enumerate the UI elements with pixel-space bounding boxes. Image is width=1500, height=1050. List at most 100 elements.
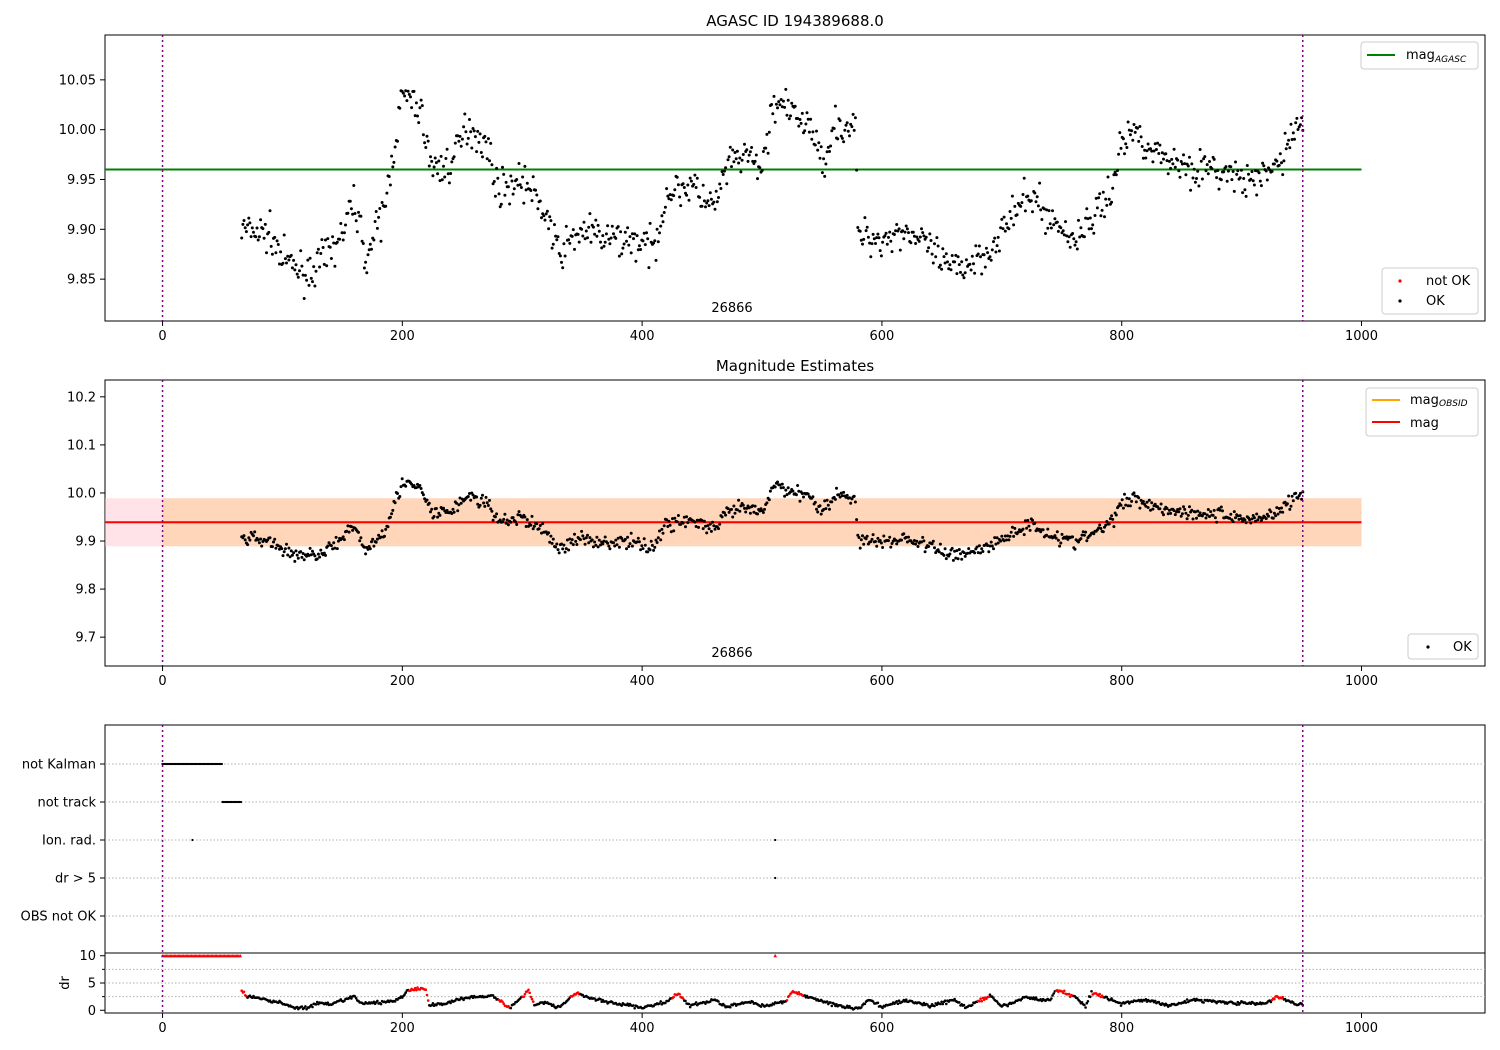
data-point-ok: [995, 244, 999, 248]
data-point-ok: [996, 541, 1000, 545]
data-point-ok: [1047, 209, 1051, 213]
data-point-ok: [1277, 507, 1281, 510]
data-point-ok: [1001, 227, 1005, 231]
data-point-ok: [1296, 128, 1300, 131]
data-point-ok: [1081, 530, 1085, 534]
data-point-ok: [288, 555, 292, 559]
data-point-ok: [430, 507, 434, 511]
data-point-ok: [861, 534, 864, 538]
data-point-ok: [502, 517, 506, 521]
data-point-ok: [942, 553, 946, 557]
data-point-ok: [927, 545, 931, 548]
data-point-ok: [403, 94, 407, 98]
data-point-ok: [800, 492, 804, 495]
data-point-ok: [1264, 169, 1268, 173]
data-point-ok: [375, 537, 379, 541]
flag-category-label: dr > 5: [55, 872, 96, 887]
data-point-ok: [819, 512, 823, 516]
data-point-ok: [730, 165, 733, 169]
data-point-ok: [951, 558, 955, 562]
data-point-ok: [530, 199, 534, 203]
data-point-ok: [682, 186, 686, 189]
data-point-ok: [341, 535, 345, 539]
data-point-ok: [962, 551, 966, 555]
x-tick-label: 400: [630, 674, 655, 689]
data-point-ok: [936, 244, 940, 248]
data-point-ok: [1128, 133, 1132, 137]
data-point-ok: [431, 174, 435, 178]
data-point-ok: [798, 499, 802, 503]
x-tick-label: 600: [870, 329, 895, 344]
dr-point-ok: [962, 1003, 966, 1007]
data-point-ok: [1084, 216, 1088, 220]
data-point-ok: [469, 130, 473, 134]
data-point-ok: [1219, 178, 1223, 182]
data-point-ok: [570, 234, 574, 238]
data-point-ok: [328, 245, 332, 249]
data-point-ok: [878, 539, 882, 542]
data-point-ok: [889, 545, 893, 549]
data-point-ok: [1090, 227, 1093, 231]
data-point-ok: [839, 134, 843, 138]
data-point-ok: [773, 485, 777, 489]
data-point-ok: [1121, 137, 1125, 141]
data-point-ok: [966, 551, 970, 555]
data-point-ok: [731, 515, 735, 519]
data-point-ok: [881, 546, 885, 549]
data-point-ok: [791, 489, 795, 493]
data-point-ok: [625, 239, 628, 243]
data-point-ok: [1211, 513, 1215, 517]
data-point-ok: [959, 270, 962, 274]
data-point-ok: [828, 150, 831, 153]
data-point-ok: [956, 557, 960, 561]
data-point-ok: [856, 533, 860, 537]
dr-point-ok: [881, 1006, 884, 1010]
data-point-ok: [706, 199, 710, 203]
data-point-ok: [718, 182, 722, 186]
data-point-ok: [890, 250, 894, 254]
data-point-ok: [1151, 507, 1155, 511]
data-point-ok: [501, 165, 504, 169]
data-point-ok: [1079, 226, 1083, 230]
data-point-ok: [301, 552, 305, 555]
data-point-ok: [345, 529, 349, 533]
data-point-ok: [1208, 515, 1211, 519]
data-point-ok: [992, 240, 995, 244]
data-point-ok: [563, 550, 567, 554]
data-point-ok: [1251, 514, 1255, 517]
data-point-ok: [739, 504, 743, 508]
data-point-ok: [720, 515, 724, 519]
data-point-ok: [1184, 173, 1188, 177]
data-point-ok: [999, 539, 1003, 543]
data-point-ok: [1198, 148, 1202, 151]
data-point-ok: [957, 548, 961, 551]
data-point-ok: [429, 155, 432, 159]
data-point-ok: [261, 227, 265, 231]
data-point-ok: [595, 234, 599, 238]
data-point-ok: [368, 547, 372, 551]
data-point-ok: [969, 268, 973, 272]
data-point-ok: [768, 489, 772, 493]
data-point-ok: [1189, 188, 1193, 192]
data-point-ok: [1186, 513, 1190, 517]
data-point-ok: [776, 480, 779, 484]
data-point-ok: [1150, 149, 1154, 153]
data-point-ok: [375, 226, 379, 230]
data-point-ok: [1133, 494, 1137, 498]
data-point-ok: [1106, 175, 1110, 179]
data-point-ok: [512, 187, 516, 191]
data-point-ok: [1085, 539, 1089, 543]
data-point-ok: [490, 509, 494, 513]
data-point-ok: [1092, 532, 1096, 536]
data-point-ok: [361, 242, 365, 245]
data-point-ok: [956, 255, 960, 259]
data-point-ok: [1252, 516, 1256, 520]
data-point-ok: [1183, 507, 1187, 511]
data-point-ok: [1274, 514, 1278, 518]
data-point-ok: [981, 550, 985, 553]
data-point-ok: [733, 151, 737, 154]
data-point-ok: [661, 220, 665, 224]
data-point-ok: [813, 500, 817, 504]
data-point-ok: [765, 132, 769, 136]
data-point-ok: [1278, 510, 1282, 514]
